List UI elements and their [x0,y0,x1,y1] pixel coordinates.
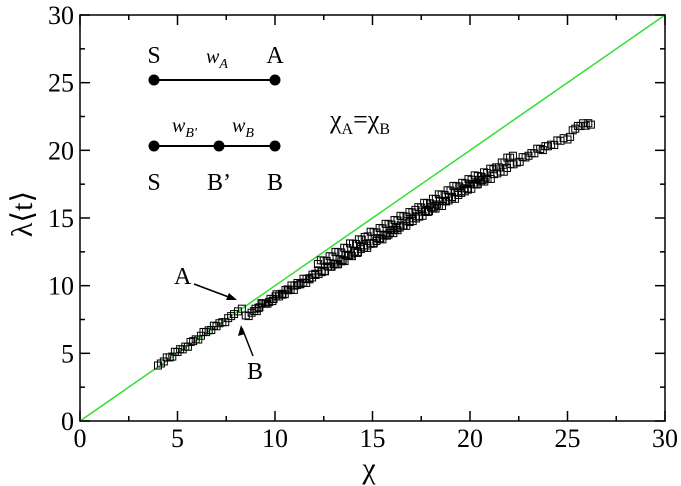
data-point [162,353,171,362]
data-point [189,337,198,346]
data-point [429,203,438,212]
data-point [207,325,216,334]
diagram-a-label-s: S [147,43,160,69]
data-point [227,312,236,321]
data-point [541,142,550,151]
data-point [508,151,517,160]
point-b-label: B [247,359,263,385]
data-point [221,318,230,327]
data-point [178,345,187,354]
diagram-a-label-a: A [266,43,284,69]
diagram-b-node-b [269,140,281,152]
point-b-arrowhead [238,325,245,336]
data-point [499,167,508,176]
x-tick-label: 0 [74,424,87,453]
point-a-annotation: A [174,264,237,300]
inset-diagram-a: S A wA [147,43,284,86]
data-point [194,335,203,344]
y-axis-label: λ⟨t⟩ [6,191,39,237]
data-point [506,153,515,162]
y-tick-label: 20 [48,136,74,165]
diagram-b-label-bprime: B’ [207,170,231,196]
x-tick-label: 5 [171,424,184,453]
reference-line [79,14,666,422]
axis-ticks [79,14,666,422]
point-a-arrowhead [226,293,237,300]
data-point [186,337,195,346]
y-tick-label: 30 [48,1,74,30]
point-a-arrow [193,283,235,300]
x-tick-label: 15 [360,424,386,453]
data-point [154,361,162,370]
data-point [446,186,455,195]
diagram-b-weight-2: wB [232,115,254,141]
x-tick-label: 10 [262,424,288,453]
reference-line-group [79,14,666,422]
x-tick-label: 30 [652,424,678,453]
point-b-annotation: B [238,325,263,385]
inset-diagram-b: S B’ B wB' wB [147,115,283,196]
x-tick-label: 25 [555,424,581,453]
data-point [215,319,224,328]
equality-label: χA=χB [329,105,390,138]
data-point [494,163,503,172]
y-tick-label: 10 [48,272,74,301]
point-a-label: A [174,264,192,290]
data-point [571,124,580,133]
diagram-b-label-b: B [267,170,283,196]
y-tick-label: 25 [48,69,74,98]
data-point [530,149,539,158]
data-point [326,262,335,271]
data-point [500,158,509,167]
data-point [360,232,369,241]
data-point [168,352,177,361]
data-point [486,164,495,173]
data-point [156,359,165,368]
data-point [515,157,524,166]
diagram-a-node-s [148,74,160,86]
diagram-a-weight: wA [206,46,228,72]
data-point [369,239,378,248]
diagram-b-node-s [148,140,160,152]
data-point [556,136,565,145]
data-point [524,151,533,160]
data-point [533,144,542,153]
data-point [579,119,588,128]
data-points [154,119,595,370]
data-point [287,281,296,290]
data-point [183,342,192,351]
x-tick-label: 20 [457,424,483,453]
x-axis-label: χ [361,452,376,485]
data-point [521,153,530,162]
tick-labels: 0 5 10 15 20 25 30 0 5 10 15 20 25 30 [48,1,678,453]
data-point [224,314,233,323]
data-point [202,328,211,337]
data-point [241,311,250,320]
data-point [573,121,582,130]
y-tick-label: 0 [61,407,74,436]
data-point [378,224,387,233]
data-point [566,132,575,141]
data-point [584,119,593,128]
y-tick-label: 5 [61,339,74,368]
data-point [209,321,218,330]
diagram-b-node-bprime [213,140,225,152]
diagram-b-weight-1: wB' [172,115,198,141]
data-point [478,176,487,185]
data-point [576,122,585,131]
data-point [586,120,595,129]
data-point [581,121,590,130]
data-point [244,312,253,321]
diagram-b-label-s: S [147,170,160,196]
data-point [387,220,396,229]
data-point [159,357,168,366]
y-tick-label: 15 [48,204,74,233]
data-point [170,347,179,356]
data-point [568,126,577,135]
diagram-a-node-a [269,74,281,86]
